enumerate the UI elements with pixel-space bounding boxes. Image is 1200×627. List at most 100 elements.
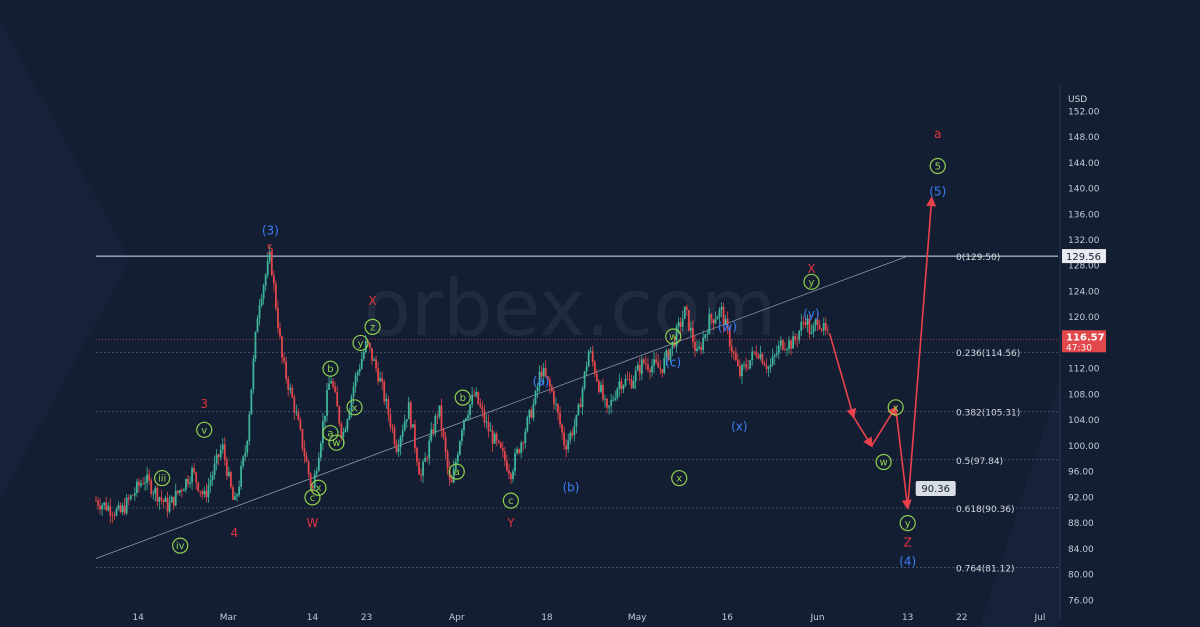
candle-body [757,355,760,359]
wave-label: Y [506,516,515,530]
candle-body [761,353,764,364]
candle-body [129,495,132,500]
wave-label: w [332,438,340,449]
candle-body [798,330,801,340]
candle-body [505,460,508,471]
candle-body [522,442,525,444]
candle-body [765,365,768,369]
wave-label: 3 [200,397,208,411]
candle-body [779,340,782,346]
candle-body [387,399,390,415]
candle-body [205,490,208,498]
candle-body [461,430,463,442]
candle-body [344,429,347,432]
candle-body [422,461,424,476]
wave-labels: (3) 5 3 4 W X Y X Za (4) (5) (a) (b) (c) (w) (x) (y) iii i… [154,127,946,569]
candle-body [516,449,519,454]
trendline [95,255,908,559]
candle-body [826,329,829,331]
candle-body [583,371,586,389]
wave-circle [448,463,465,480]
candle-body [792,336,794,349]
candle-body [663,357,666,373]
y-tick-label: 108.00 [1068,390,1100,400]
candle-body [820,329,823,331]
candle-body [775,353,778,356]
wave-circle [154,469,171,487]
candle-body [602,384,604,400]
candle-body [732,351,735,354]
candle-body [712,319,715,324]
candle-body [510,473,512,479]
candle-body [477,391,480,405]
candle-body [154,487,157,494]
wave-circle [887,399,904,416]
wave-label: z [370,322,375,333]
candle-body [530,409,533,418]
candle-body [201,491,204,495]
level-value: 129.56 [1066,252,1101,263]
candle-body [369,342,371,348]
candle-body [379,378,382,382]
candle-body [814,319,817,326]
candle-body [816,319,819,325]
candle-body [162,499,165,502]
candle-body [240,465,243,487]
y-tick-label: 144.00 [1068,159,1100,169]
candle-body [483,410,486,423]
candle-body [467,415,469,419]
candle-body [115,508,118,516]
candle-body [403,421,406,431]
candle-body [708,314,711,334]
candle-body [395,443,398,452]
candle-body [624,379,627,386]
candle-body [328,383,330,390]
candle-body [734,353,737,361]
candle-body [185,478,187,490]
candle-body [794,336,797,340]
fib-level-label: 0.764(81.12) [956,564,1015,574]
wave-circle [346,399,363,416]
candle-body [358,368,361,373]
candle-body [824,322,827,330]
x-tick-label: 23 [361,613,372,623]
candle-body [183,489,185,492]
candle-body [187,478,189,484]
wave-circle [929,157,946,175]
candle-body [548,379,551,387]
candle-body [679,322,682,327]
candle-body [589,351,592,353]
candle-body [518,449,521,454]
candle-body [610,400,613,406]
candle-body [720,306,723,310]
wave-circle [172,537,189,554]
candle-body [268,251,271,261]
candle-body [195,472,198,483]
candle-body [301,429,304,449]
wave-label: y [905,519,911,530]
candle-body [213,463,216,476]
candle-body [561,424,563,433]
candle-body [332,381,335,387]
x-tick-label: 16 [722,613,734,623]
wave-circle [322,360,339,377]
candle-body [225,459,228,477]
candle-body [266,260,269,276]
candle-body [771,356,774,365]
candle-body [434,415,437,434]
wave-label: iii [158,474,166,485]
candle-body [587,351,590,367]
candle-body [479,404,482,408]
y-tick-label: 84.00 [1068,545,1094,555]
wave-label: x [893,403,899,414]
candle-body [796,339,799,341]
candle-body [579,404,582,408]
candle-body [389,414,392,427]
y-tick-label: 140.00 [1068,185,1100,195]
candle-body [303,448,306,457]
candle-body [283,357,285,362]
fib-level-label: 0.382(105.31) [956,409,1020,419]
x-tick-label: Apr [449,613,465,623]
y-tick-label: 136.00 [1068,210,1100,220]
candle-body [180,490,183,492]
